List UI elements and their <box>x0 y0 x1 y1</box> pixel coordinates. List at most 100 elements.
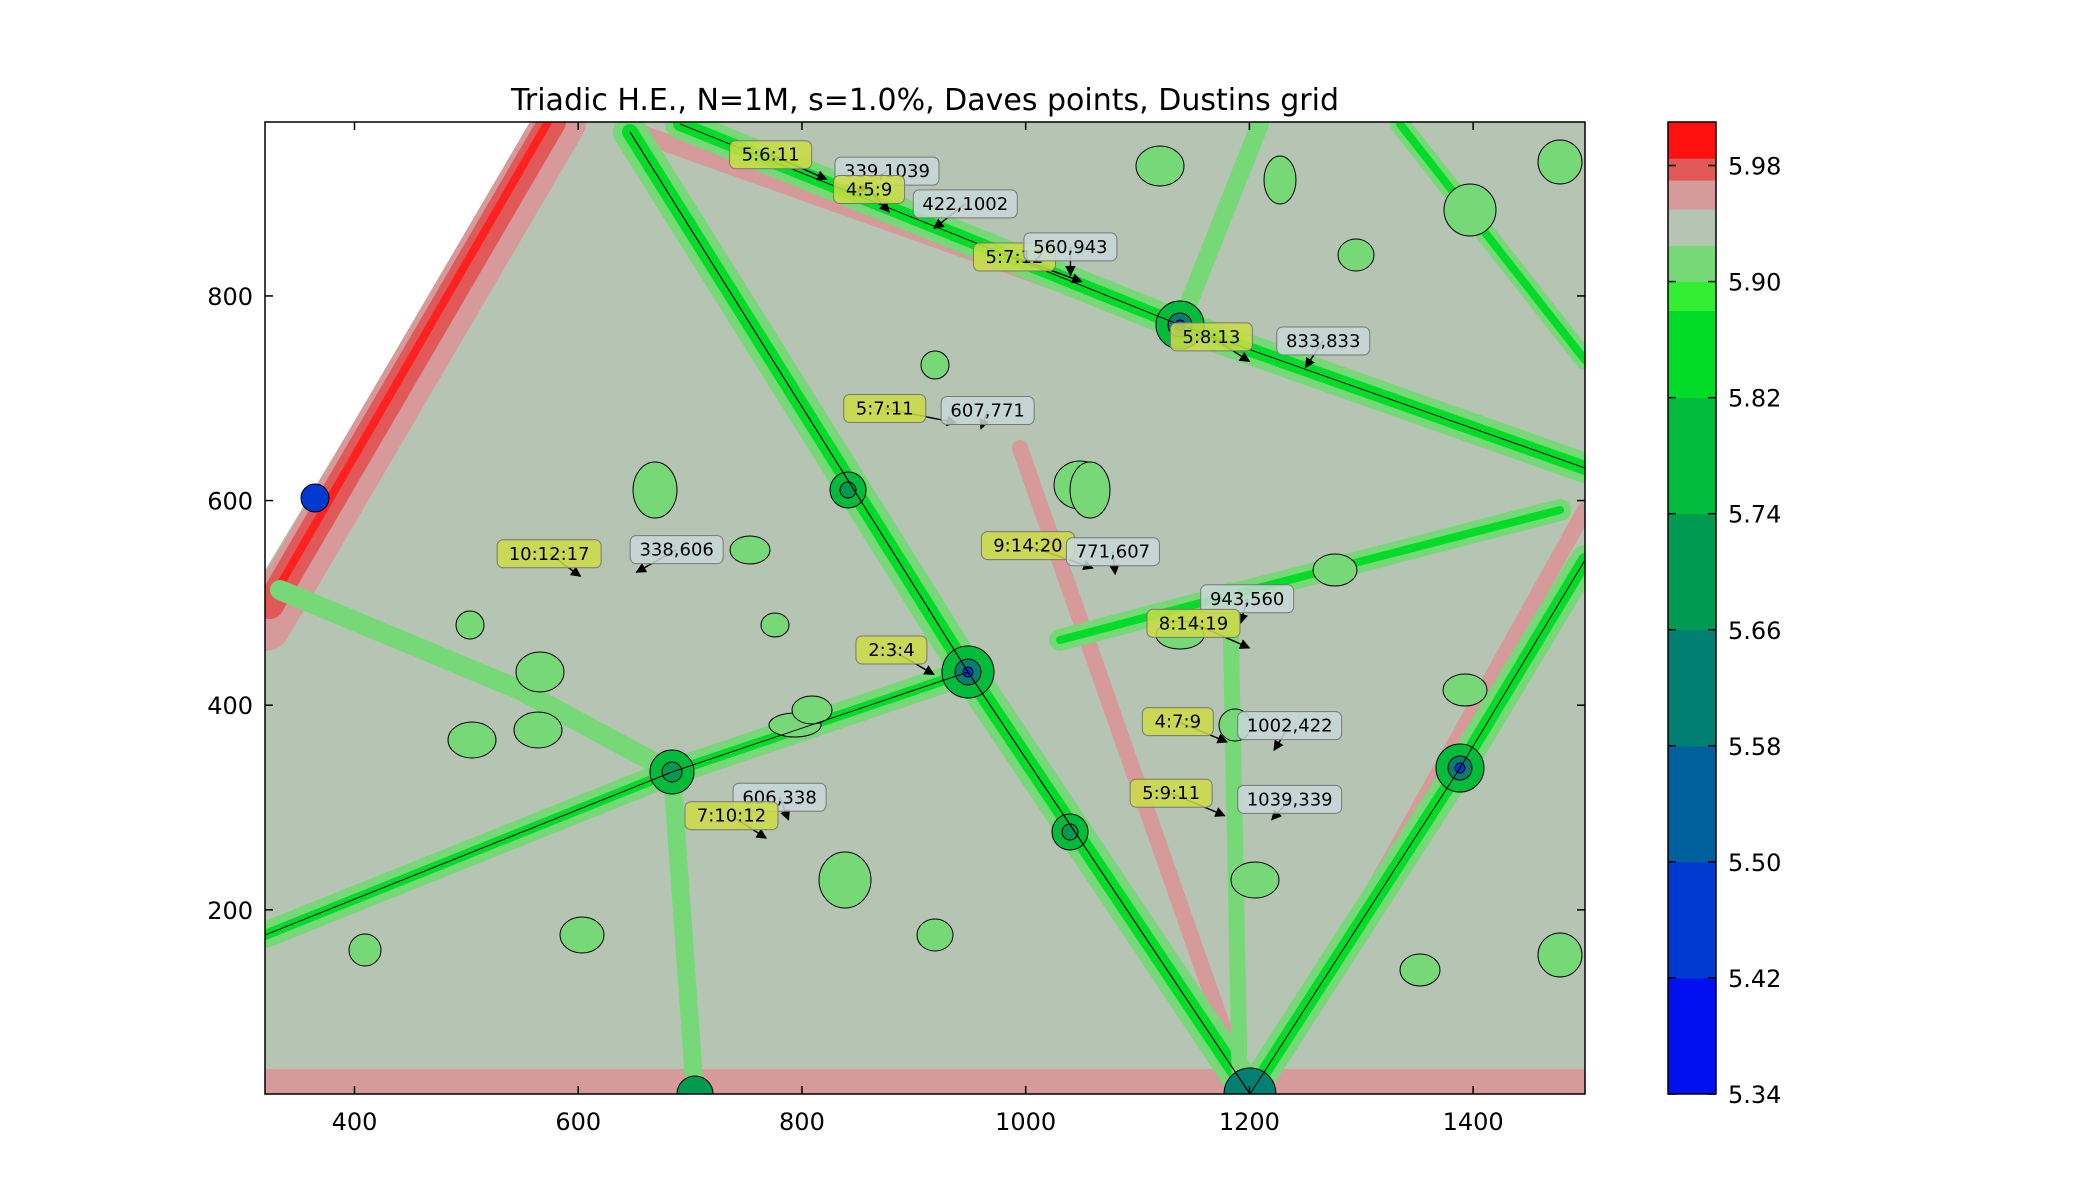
colorbar-frame <box>1667 121 1717 1095</box>
contour <box>265 671 969 936</box>
colorbar-band <box>1668 397 1716 515</box>
x-tick-label: 1200 <box>1219 1108 1280 1136</box>
blob <box>513 711 563 749</box>
annotation-label: 422,1002 <box>922 194 1008 215</box>
colorbar-tick-label: 5.74 <box>1728 501 1781 529</box>
x-tick-label: 1000 <box>995 1108 1056 1136</box>
colorbar-tick-label: 5.58 <box>1728 733 1781 761</box>
annotation-label: 7:10:12 <box>697 806 766 827</box>
ridge-upper-right-inner <box>1396 122 1585 364</box>
annotation-label: 560,943 <box>1033 237 1107 258</box>
annotation-label: 4:5:9 <box>846 180 893 201</box>
annotation: 9:14:20 <box>980 531 1094 570</box>
annotation-box <box>912 189 1018 219</box>
annotation: 1039,339 <box>1237 784 1343 821</box>
x-tick-label: 600 <box>555 1108 601 1136</box>
annotations: 5:6:11339,10394:5:9422,10025:7:12560,943… <box>496 140 1371 839</box>
y-tick-label: 800 <box>207 283 253 311</box>
blob <box>455 610 485 640</box>
ridge-vertical-left <box>663 763 704 1094</box>
blob <box>760 612 790 638</box>
blob <box>1135 145 1185 187</box>
green-blobs <box>348 139 1583 987</box>
annotation-label: 9:14:20 <box>993 536 1062 557</box>
annotation-box <box>1169 322 1253 352</box>
annotation-label: 607,771 <box>950 401 1024 422</box>
annotation: 5:8:13 <box>1169 322 1253 363</box>
annotation-label: 943,560 <box>1210 589 1284 610</box>
annotation-label: 5:8:13 <box>1182 327 1240 348</box>
annotation-box <box>1237 784 1343 814</box>
plot-area <box>265 122 1585 1094</box>
colorbar-band <box>1668 310 1716 399</box>
blob <box>1537 139 1583 185</box>
annotation-label: 2:3:4 <box>868 640 915 661</box>
ridge-upper-spoke <box>1171 122 1269 334</box>
blob <box>515 651 565 693</box>
annotation-box <box>1237 711 1343 741</box>
blob <box>1337 238 1375 272</box>
annotation-box <box>1141 707 1214 737</box>
colorbar-tick-label: 5.98 <box>1728 153 1781 181</box>
annotation-box <box>1129 778 1213 808</box>
annotation-label: 10:12:17 <box>509 544 590 565</box>
annotation: 8:14:19 <box>1146 608 1251 649</box>
annotation: 4:5:9 <box>833 175 906 213</box>
colorbar-band <box>1668 861 1716 979</box>
annotation-label: 4:7:9 <box>1155 712 1202 733</box>
annotation-box <box>1146 608 1241 638</box>
blob <box>632 461 678 519</box>
annotation: 2:3:4 <box>855 635 935 676</box>
annotation-box <box>855 635 928 665</box>
node <box>300 483 330 513</box>
colorbar-tick-label: 5.50 <box>1728 849 1781 877</box>
annotation-label: 5:9:11 <box>1142 783 1200 804</box>
annotation: 422,1002 <box>912 189 1018 230</box>
colorbar-band <box>1668 977 1716 1095</box>
y-axis: 200 400 600 800 <box>207 283 1585 925</box>
annotation: 338,606 <box>629 535 724 573</box>
annotation: 560,943 <box>1023 232 1118 277</box>
annotation: 1002,422 <box>1237 711 1343 752</box>
colorbar-band <box>1668 629 1716 747</box>
annotation-box <box>1023 232 1118 262</box>
blob <box>559 916 605 954</box>
blob <box>791 695 833 725</box>
annotation: 5:7:11 <box>843 393 958 427</box>
annotation: 4:7:9 <box>1141 707 1229 744</box>
x-tick-label: 1400 <box>1443 1108 1504 1136</box>
colorbar-band <box>1668 745 1716 863</box>
colorbar-band <box>1668 158 1716 181</box>
node <box>676 1075 714 1094</box>
colorbar-band <box>1668 180 1716 210</box>
blob <box>818 851 872 909</box>
annotation: 7:10:12 <box>684 801 779 839</box>
colorbar-band <box>1668 245 1716 283</box>
annotation-label: 5:6:11 <box>742 145 800 166</box>
annotation-label: 8:14:19 <box>1159 613 1228 634</box>
colorbar-tick-label: 5.34 <box>1728 1081 1781 1109</box>
annotation: 607,771 <box>940 396 1035 430</box>
y-tick-label: 600 <box>207 488 253 516</box>
annotation: 833,833 <box>1276 326 1371 369</box>
blob <box>1442 673 1488 707</box>
contour <box>1249 559 1585 1094</box>
ridge-left-triangle <box>270 580 682 782</box>
annotation-label: 338,606 <box>639 540 713 561</box>
colorbar-tick-label: 5.42 <box>1728 965 1781 993</box>
blob <box>920 350 950 380</box>
colorbar-band <box>1668 122 1716 159</box>
annotation: 943,560 <box>1200 584 1295 625</box>
colorbar-band <box>1668 281 1716 312</box>
annotation: 5:6:11 <box>729 140 828 181</box>
blob <box>729 535 771 565</box>
y-tick-label: 200 <box>207 897 253 925</box>
annotation-box <box>1065 537 1160 567</box>
colorbar-tick-label: 5.66 <box>1728 617 1781 645</box>
blob <box>1263 155 1297 205</box>
x-tick-label: 400 <box>332 1108 378 1136</box>
annotation-box <box>496 539 602 569</box>
blob <box>1443 183 1497 237</box>
plot-frame <box>264 121 1586 1095</box>
annotation-label: 1002,422 <box>1247 716 1333 737</box>
